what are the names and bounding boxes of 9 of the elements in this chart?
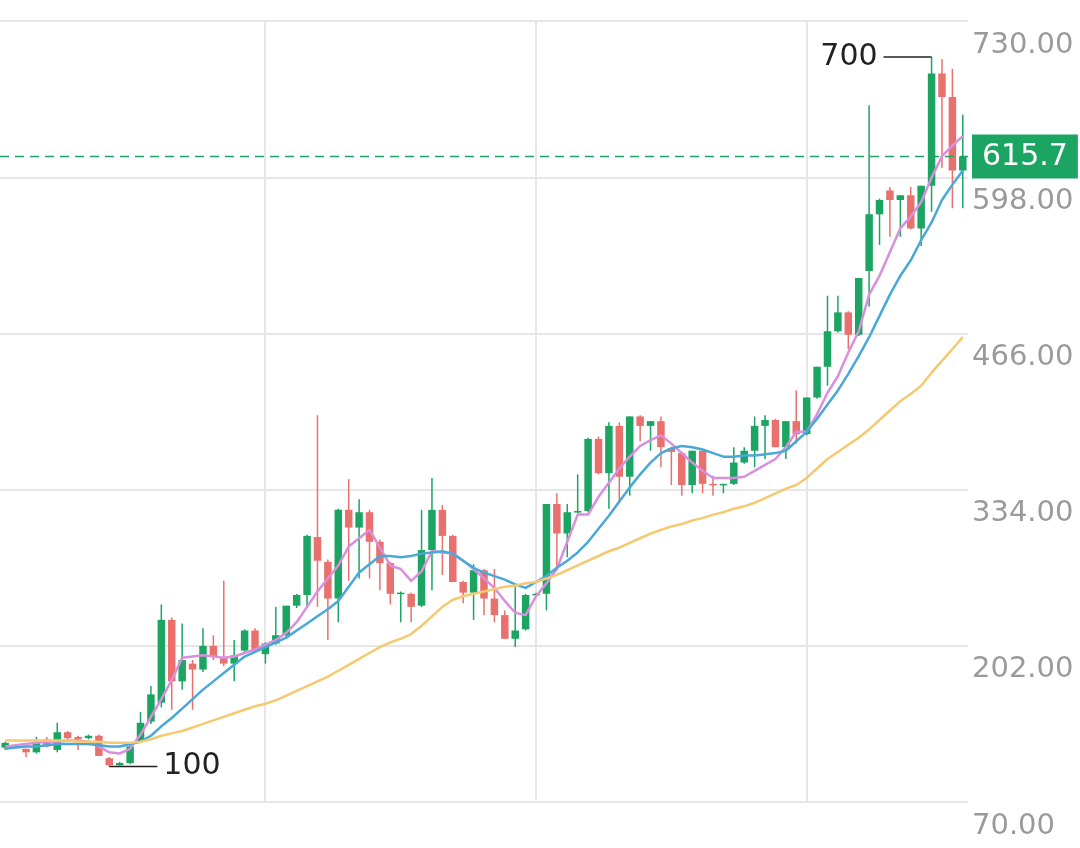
y-tick-label: 730.00 xyxy=(972,25,1074,60)
y-tick-label: 202.00 xyxy=(972,650,1074,685)
y-tick-label: 334.00 xyxy=(972,494,1074,529)
y-tick-label: 70.00 xyxy=(972,806,1056,841)
ref-line-label: 615.7 xyxy=(982,137,1068,173)
annotation: 700 xyxy=(820,36,878,72)
annotation: 100 xyxy=(163,746,221,782)
y-tick-label: 466.00 xyxy=(972,338,1074,373)
y-tick-label: 598.00 xyxy=(972,182,1074,217)
